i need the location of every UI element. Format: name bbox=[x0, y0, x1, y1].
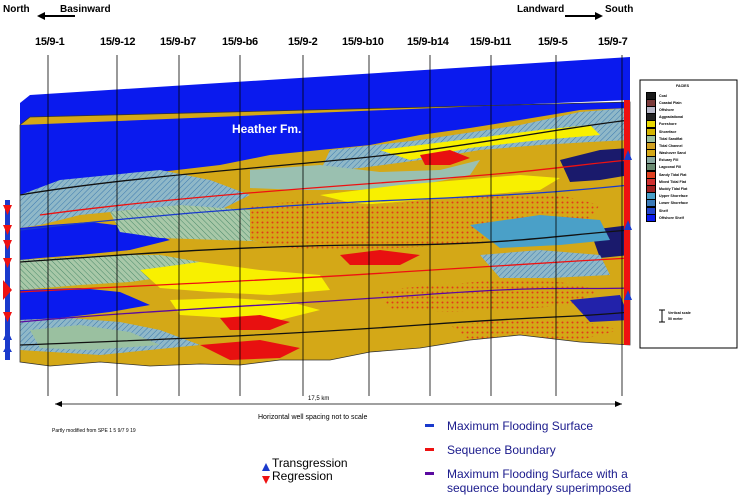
facies-label: Coal bbox=[659, 93, 667, 98]
facies-label: Upper Shoreface bbox=[659, 194, 688, 199]
distance-label: 17,5 km bbox=[308, 396, 330, 402]
well-label: 15/9-5 bbox=[538, 36, 568, 48]
facies-legend-item: Washover Sand bbox=[646, 149, 736, 158]
well-label: 15/9-b11 bbox=[470, 36, 512, 48]
facies-label: Muddy Tidal Flat bbox=[659, 187, 688, 192]
facies-legend-item: Tidal Channel bbox=[646, 141, 736, 150]
facies-label: Lower Shoreface bbox=[659, 201, 688, 206]
mfs-sb-legend-swatch bbox=[425, 472, 434, 475]
trend-column-right bbox=[624, 100, 632, 345]
facies-legend-item: Lagoonal Fill bbox=[646, 163, 736, 172]
mfs-sb-legend-label: Maximum Flooding Surface with a sequence … bbox=[447, 467, 632, 495]
facies-legend-item: Offshore bbox=[646, 105, 736, 114]
well-label: 15/9-b10 bbox=[342, 36, 384, 48]
well-label: 15/9-1 bbox=[35, 36, 65, 48]
well-label: 15/9-12 bbox=[100, 36, 136, 48]
facies-label: Offshore Shelf bbox=[659, 215, 684, 220]
facies-label: Shelf bbox=[659, 208, 668, 213]
footnote: Partly modified from SPE 1 5 9/7 9 19 bbox=[52, 428, 136, 434]
facies-legend-item: Coal bbox=[646, 91, 736, 100]
north-label: North bbox=[3, 4, 30, 15]
scale-note: Horizontal well spacing not to scale bbox=[258, 414, 368, 421]
facies-legend-item: Shoreface bbox=[646, 127, 736, 136]
facies-legend-item: Estuary Fill bbox=[646, 156, 736, 165]
sb-legend-label: Sequence Boundary bbox=[447, 443, 556, 457]
facies-label: Estuary Fill bbox=[659, 158, 679, 163]
regression-icon bbox=[262, 471, 270, 484]
arrow-right-icon bbox=[565, 7, 605, 20]
vertical-scale-icon bbox=[659, 309, 665, 323]
facies-legend-item: Mixed Tidal Flat bbox=[646, 177, 736, 186]
heather-formation bbox=[20, 57, 630, 125]
transgression-label: Transgression bbox=[272, 456, 348, 470]
regression-label: Regression bbox=[272, 469, 333, 483]
facies-legend-item: Tidal Sandflat bbox=[646, 134, 736, 143]
facies-label: Sandy Tidal Flat bbox=[659, 172, 687, 177]
facies-legend-item: Sandy Tidal Flat bbox=[646, 170, 736, 179]
facies-legend-item: Lower Shoreface bbox=[646, 199, 736, 208]
facies-label: Tidal Channel bbox=[659, 143, 683, 148]
transgression-icon bbox=[262, 458, 270, 471]
facies-label: Foreshore bbox=[659, 122, 677, 127]
facies-legend-item: Upper Shoreface bbox=[646, 192, 736, 201]
arrow-left-icon bbox=[37, 7, 77, 20]
basinward-label: Basinward bbox=[60, 4, 111, 15]
facies-legend-item: Aggradational bbox=[646, 113, 736, 122]
facies-legend-item: Foreshore bbox=[646, 120, 736, 129]
trend-column-left bbox=[3, 200, 12, 360]
facies-label: Aggradational bbox=[659, 115, 684, 120]
facies-legend-item: Coastal Plain bbox=[646, 98, 736, 107]
facies-label: Coastal Plain bbox=[659, 100, 682, 105]
facies-legend-title: FACIES bbox=[676, 84, 689, 88]
south-label: South bbox=[605, 4, 634, 15]
facies-label: Mixed Tidal Flat bbox=[659, 179, 686, 184]
landward-label: Landward bbox=[517, 4, 565, 15]
well-label: 15/9-b14 bbox=[407, 36, 449, 48]
mfs-legend-label: Maximum Flooding Surface bbox=[447, 419, 594, 433]
mfs-legend-swatch bbox=[425, 424, 434, 427]
facies-legend: Coal Coastal Plain Offshore Aggradational Fo… bbox=[646, 91, 736, 222]
well-label: 15/9-b7 bbox=[160, 36, 196, 48]
facies-label: Washover Sand bbox=[659, 151, 686, 156]
facies-legend-item: Offshore Shelf bbox=[646, 213, 736, 222]
facies-label: Tidal Sandflat bbox=[659, 136, 683, 141]
well-label: 15/9-b6 bbox=[222, 36, 258, 48]
facies-label: Shoreface bbox=[659, 129, 677, 134]
facies-legend-item: Muddy Tidal Flat bbox=[646, 185, 736, 194]
facies-label: Offshore bbox=[659, 107, 674, 112]
well-label: 15/9-2 bbox=[288, 36, 318, 48]
formation-label: Heather Fm. bbox=[232, 122, 302, 136]
sb-legend-swatch bbox=[425, 448, 434, 451]
well-label: 15/9-7 bbox=[598, 36, 628, 48]
vertical-scale-label: Vertical scale 50 meter bbox=[668, 311, 691, 321]
facies-legend-item: Shelf bbox=[646, 206, 736, 215]
facies-swatch bbox=[646, 213, 656, 222]
facies-label: Lagoonal Fill bbox=[659, 165, 682, 170]
